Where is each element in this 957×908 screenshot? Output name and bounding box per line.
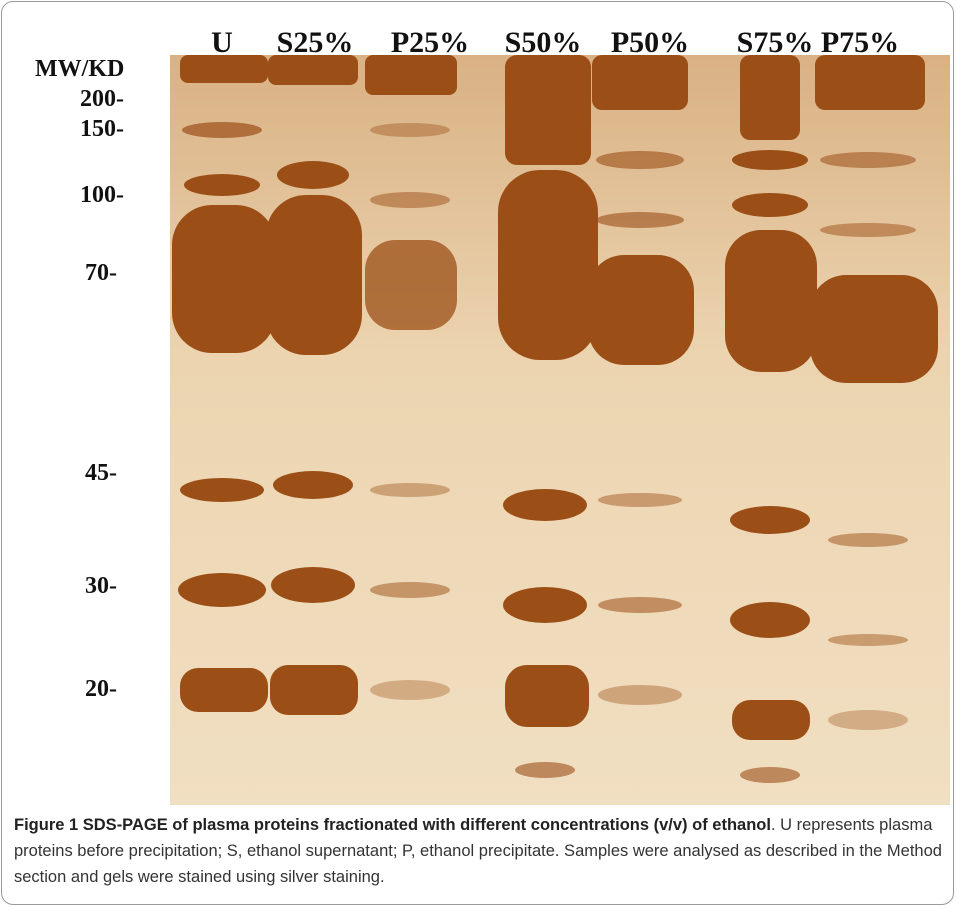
lane-label: U	[211, 26, 233, 59]
lane-label: S50%	[505, 26, 582, 59]
lane-label: S75%	[737, 26, 814, 59]
marker-label: 150-	[80, 116, 124, 142]
figure-image: U S25% P25% S50% P50% S75% P75% MW/KD 20…	[35, 26, 950, 805]
caption-text: . U represents plasma proteins before pr…	[14, 816, 942, 886]
caption-title: Figure 1 SDS-PAGE of plasma proteins fra…	[14, 816, 771, 834]
lane-label: P25%	[391, 26, 469, 59]
lane-label: P50%	[611, 26, 689, 59]
marker-label: 200-	[80, 86, 124, 112]
lane-label: S25%	[277, 26, 354, 59]
caption: Figure 1 SDS-PAGE of plasma proteins fra…	[14, 812, 949, 890]
marker-label: 45-	[85, 460, 117, 486]
marker-label: 70-	[85, 260, 117, 286]
gel-bands	[172, 55, 938, 783]
lane-label: P75%	[821, 26, 899, 59]
mw-label: MW/KD	[35, 56, 124, 82]
marker-label: 20-	[85, 676, 117, 702]
marker-label: 100-	[80, 182, 124, 208]
marker-label: 30-	[85, 573, 117, 599]
